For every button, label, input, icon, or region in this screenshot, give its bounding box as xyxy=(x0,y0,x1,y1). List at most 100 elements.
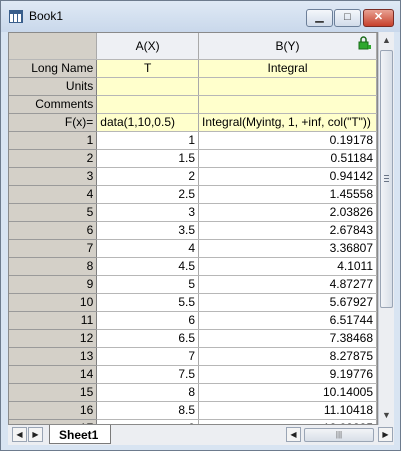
cell-b[interactable]: 10.14005 xyxy=(198,383,377,402)
cell-a[interactable]: 6.5 xyxy=(96,329,200,348)
corner-cell[interactable] xyxy=(9,33,98,60)
cell-a[interactable]: 1 xyxy=(96,131,200,150)
cell-b[interactable]: 6.51744 xyxy=(198,311,377,330)
cell-a[interactable]: 8 xyxy=(96,383,200,402)
next-sheet-icon[interactable]: ▶ xyxy=(28,427,43,442)
formula-a[interactable]: data(1,10,0.5) xyxy=(96,113,200,132)
table-row: 2 1.5 0.51184 xyxy=(9,149,377,168)
horizontal-scroll-thumb[interactable]: ||| xyxy=(304,428,374,442)
cell-a[interactable]: 7 xyxy=(96,347,200,366)
long-name-b[interactable]: Integral xyxy=(198,59,377,78)
row-number[interactable]: 10 xyxy=(9,293,98,312)
cell-a[interactable]: 3 xyxy=(96,203,200,222)
cell-b[interactable]: 7.38468 xyxy=(198,329,377,348)
row-number[interactable]: 12 xyxy=(9,329,98,348)
scroll-right-icon[interactable]: ▶ xyxy=(378,427,393,442)
scroll-down-icon[interactable]: ▼ xyxy=(382,410,391,420)
cell-b[interactable]: 5.67927 xyxy=(198,293,377,312)
cell-a[interactable]: 2 xyxy=(96,167,200,186)
row-number[interactable]: 9 xyxy=(9,275,98,294)
row-number[interactable]: 1 xyxy=(9,131,98,150)
row-number[interactable]: 5 xyxy=(9,203,98,222)
cell-b[interactable]: 2.03826 xyxy=(198,203,377,222)
tab-sheet1[interactable]: Sheet1 xyxy=(49,425,111,444)
table-row: 13 7 8.27875 xyxy=(9,347,377,366)
cell-b[interactable]: 0.19178 xyxy=(198,131,377,150)
worksheet-table: A(X) B(Y) Long Name T Integral Units xyxy=(9,33,377,424)
cell-a[interactable]: 4.5 xyxy=(96,257,200,276)
cell-a[interactable]: 5 xyxy=(96,275,200,294)
table-row: 17912.08885 xyxy=(9,419,377,424)
units-a[interactable] xyxy=(96,77,200,96)
row-number[interactable]: 13 xyxy=(9,347,98,366)
cell-a[interactable]: 9 xyxy=(96,419,200,424)
table-row: 8 4.5 4.1011 xyxy=(9,257,377,276)
table-row: 9 5 4.87277 xyxy=(9,275,377,294)
cell-b[interactable]: 3.36807 xyxy=(198,239,377,258)
row-number[interactable]: 8 xyxy=(9,257,98,276)
row-number[interactable]: 11 xyxy=(9,311,98,330)
cell-b[interactable]: 2.67843 xyxy=(198,221,377,240)
row-label-units[interactable]: Units xyxy=(9,77,98,96)
close-button[interactable]: ✕ xyxy=(363,9,394,27)
cell-b[interactable]: 8.27875 xyxy=(198,347,377,366)
cell-b[interactable]: 12.08885 xyxy=(198,419,377,424)
comments-b[interactable] xyxy=(198,95,377,114)
cell-a[interactable]: 5.5 xyxy=(96,293,200,312)
cell-a[interactable]: 7.5 xyxy=(96,365,200,384)
scroll-up-icon[interactable]: ▲ xyxy=(382,35,391,45)
cell-a[interactable]: 3.5 xyxy=(96,221,200,240)
sheet-tab-bar: ◀ ▶ Sheet1 ◀ ||| ▶ xyxy=(8,425,394,445)
cell-b[interactable]: 1.45558 xyxy=(198,185,377,204)
row-number[interactable]: 4 xyxy=(9,185,98,204)
table-row: 7 4 3.36807 xyxy=(9,239,377,258)
prev-sheet-icon[interactable]: ◀ xyxy=(12,427,27,442)
green-lock-icon[interactable] xyxy=(358,36,372,50)
table-row: 16 8.5 11.10418 xyxy=(9,401,377,420)
row-label-comments[interactable]: Comments xyxy=(9,95,98,114)
column-header-row: A(X) B(Y) xyxy=(9,33,377,60)
table-row: 11 6 6.51744 xyxy=(9,311,377,330)
row-number[interactable]: 3 xyxy=(9,167,98,186)
row-label-long-name[interactable]: Long Name xyxy=(9,59,98,78)
row-number[interactable]: 14 xyxy=(9,365,98,384)
vertical-scroll-thumb[interactable] xyxy=(380,50,393,308)
cell-a[interactable]: 1.5 xyxy=(96,149,200,168)
title-bar[interactable]: Book1 ▁ □ ✕ xyxy=(1,1,400,32)
grip-line xyxy=(384,178,389,179)
long-name-a[interactable]: T xyxy=(96,59,200,78)
cell-a[interactable]: 2.5 xyxy=(96,185,200,204)
units-b[interactable] xyxy=(198,77,377,96)
row-number[interactable]: 15 xyxy=(9,383,98,402)
scroll-left-icon[interactable]: ◀ xyxy=(286,427,301,442)
horizontal-scrollbar[interactable]: ◀ ||| ▶ xyxy=(286,427,394,443)
column-header-a[interactable]: A(X) xyxy=(96,33,200,60)
cell-b[interactable]: 0.51184 xyxy=(198,149,377,168)
minimize-icon: ▁ xyxy=(315,11,324,23)
cell-b[interactable]: 4.1011 xyxy=(198,257,377,276)
table-row: 12 6.5 7.38468 xyxy=(9,329,377,348)
row-number[interactable]: 6 xyxy=(9,221,98,240)
comments-a[interactable] xyxy=(96,95,200,114)
row-number[interactable]: 17 xyxy=(9,419,98,424)
cell-a[interactable]: 6 xyxy=(96,311,200,330)
minimize-button[interactable]: ▁ xyxy=(306,9,333,27)
column-header-b[interactable]: B(Y) xyxy=(198,33,377,60)
cell-b[interactable]: 4.87277 xyxy=(198,275,377,294)
cell-b[interactable]: 9.19776 xyxy=(198,365,377,384)
vertical-scrollbar[interactable]: ▲ ▼ xyxy=(378,32,394,425)
cell-a[interactable]: 4 xyxy=(96,239,200,258)
maximize-button[interactable]: □ xyxy=(334,9,361,27)
grip-line xyxy=(384,181,389,182)
row-label-fx[interactable]: F(x)= xyxy=(9,113,98,132)
cell-a[interactable]: 8.5 xyxy=(96,401,200,420)
formula-b[interactable]: Integral(Myintg, 1, +inf, col("T")) xyxy=(198,113,377,132)
worksheet-grid[interactable]: A(X) B(Y) Long Name T Integral Units xyxy=(8,32,378,425)
row-number[interactable]: 16 xyxy=(9,401,98,420)
row-number[interactable]: 2 xyxy=(9,149,98,168)
cell-b[interactable]: 0.94142 xyxy=(198,167,377,186)
grip-line xyxy=(384,175,389,176)
cell-b[interactable]: 11.10418 xyxy=(198,401,377,420)
row-number[interactable]: 7 xyxy=(9,239,98,258)
